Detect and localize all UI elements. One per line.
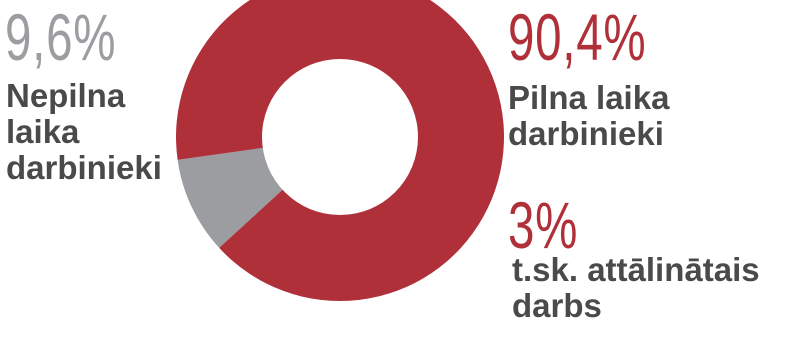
- callout-label-remote: t.sk. attālinātais darbs: [512, 251, 760, 324]
- slice-category-label-part-time: Nepilna laika darbinieki: [6, 77, 162, 186]
- callout-value-label-remote: 3%: [508, 188, 579, 262]
- slice-value-label-part-time: 9,6%: [5, 0, 117, 74]
- donut-hole: [262, 59, 418, 215]
- slice-category-label-full-time: Pilna laika darbinieki: [508, 79, 670, 152]
- slice-value-label-full-time: 90,4%: [508, 0, 647, 74]
